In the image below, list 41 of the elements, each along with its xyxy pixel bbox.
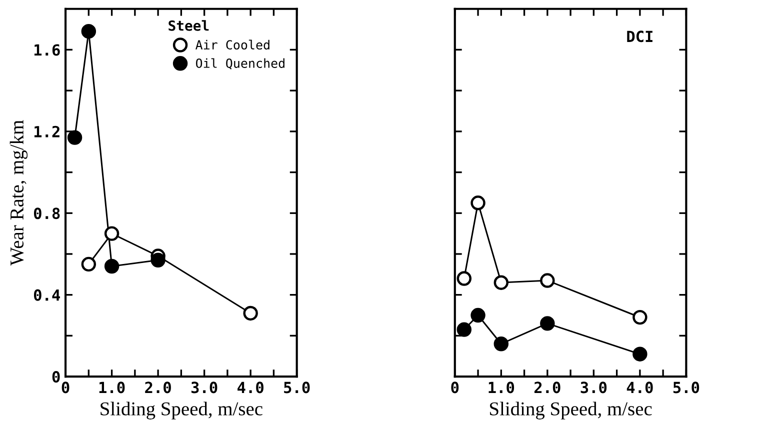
point xyxy=(494,275,509,290)
point xyxy=(470,196,486,210)
y-tick-label: 1.2 xyxy=(34,126,60,138)
annotation: DCI xyxy=(627,30,652,42)
point xyxy=(104,226,120,241)
point xyxy=(632,346,648,362)
legend-title: Steel xyxy=(168,20,209,31)
point xyxy=(67,130,82,145)
x-tick-label: 5.0 xyxy=(284,382,310,394)
y-tick-label: 1.6 xyxy=(34,44,60,56)
point xyxy=(456,271,472,286)
x-tick-label: 3.0 xyxy=(580,382,607,394)
y-tick-label: 0.4 xyxy=(34,289,60,301)
point xyxy=(81,24,96,39)
y-axis-title: Wear Rate, mg/km xyxy=(10,120,28,266)
x-axis-title: Sliding Speed, m/sec xyxy=(490,402,652,420)
point xyxy=(150,252,166,268)
point xyxy=(540,273,555,288)
x-tick-label: 0 xyxy=(62,382,70,394)
x-tick-label: 2.0 xyxy=(534,382,560,394)
legend-label: Air Cooled xyxy=(196,40,270,50)
legend-label: Oil Quenched xyxy=(196,58,284,70)
point xyxy=(104,258,120,274)
x-tick-label: 0 xyxy=(451,382,459,394)
x-tick-label: 2.0 xyxy=(145,382,171,394)
point xyxy=(81,256,96,272)
x-tick-label: 3.0 xyxy=(191,382,218,394)
point xyxy=(470,308,486,323)
x-tick-label: 1.0 xyxy=(99,382,125,394)
x-tick-label: 1.0 xyxy=(488,382,514,394)
x-axis-title: Sliding Speed, m/sec xyxy=(100,402,262,420)
y-tick-label: 0 xyxy=(52,371,60,383)
point xyxy=(456,322,472,337)
x-tick-label: 4.0 xyxy=(626,382,653,394)
point xyxy=(243,306,258,321)
y-tick-label: 0.8 xyxy=(34,208,60,220)
x-tick-label: 4.0 xyxy=(238,382,264,394)
point xyxy=(540,316,555,331)
point xyxy=(632,310,648,325)
x-tick-label: 5.0 xyxy=(673,382,700,394)
point xyxy=(494,336,509,352)
